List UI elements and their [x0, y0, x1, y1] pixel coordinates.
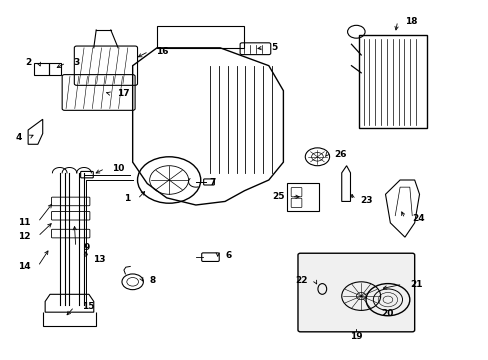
Text: 11: 11	[18, 218, 30, 227]
Text: 16: 16	[156, 47, 168, 56]
Text: 10: 10	[112, 164, 124, 173]
Text: 6: 6	[224, 251, 231, 260]
Text: 12: 12	[18, 232, 30, 241]
Text: 3: 3	[73, 58, 80, 67]
Text: 18: 18	[404, 17, 417, 26]
Text: 25: 25	[271, 192, 284, 201]
Text: 24: 24	[411, 214, 424, 223]
Text: 26: 26	[334, 150, 346, 159]
Text: 1: 1	[124, 194, 130, 203]
Text: 19: 19	[349, 332, 362, 341]
Text: 4: 4	[16, 132, 22, 141]
Text: 2: 2	[25, 58, 31, 67]
Text: 8: 8	[149, 275, 156, 284]
Text: 7: 7	[209, 178, 215, 187]
Text: 5: 5	[271, 43, 277, 52]
Text: 21: 21	[409, 280, 422, 289]
Text: 9: 9	[83, 243, 89, 252]
Text: 17: 17	[117, 89, 129, 98]
Text: 14: 14	[18, 262, 30, 271]
Text: 20: 20	[381, 310, 393, 319]
Text: 22: 22	[295, 276, 307, 285]
Text: 13: 13	[93, 255, 105, 264]
Text: 15: 15	[81, 302, 94, 311]
Text: 23: 23	[360, 196, 372, 205]
FancyBboxPatch shape	[297, 253, 414, 332]
